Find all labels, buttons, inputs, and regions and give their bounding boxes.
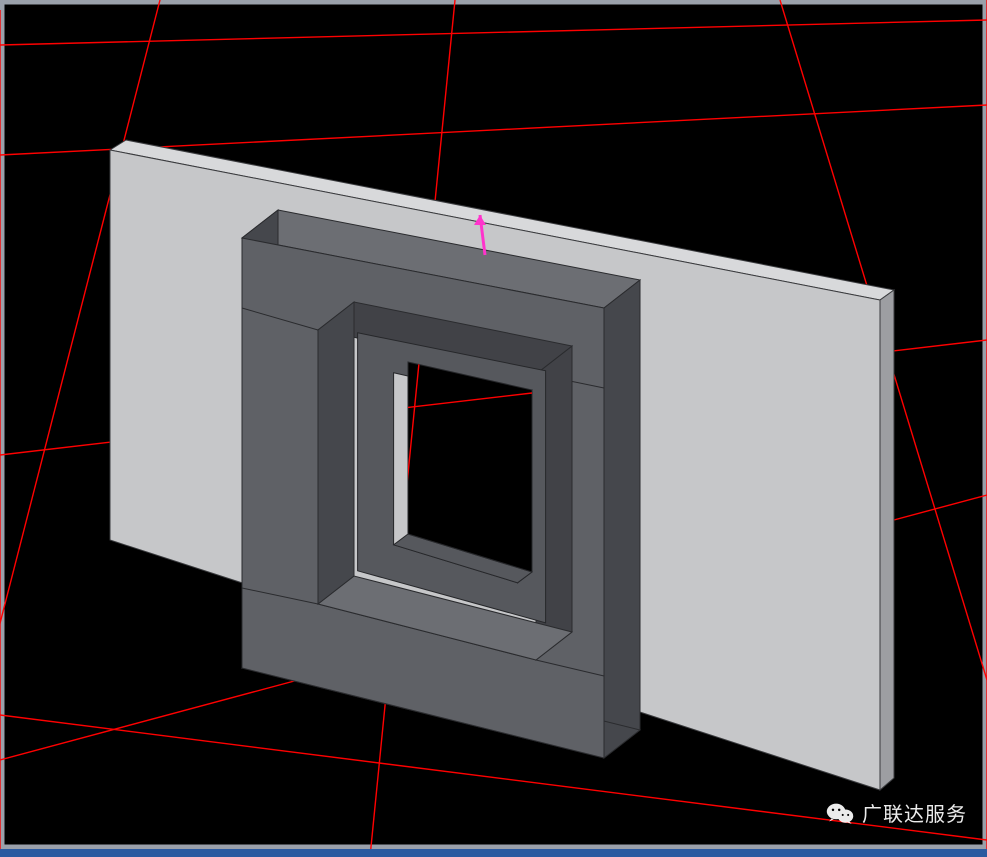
cad-3d-viewport-screenshot: 广联达服务 xyxy=(0,0,987,857)
wall-side-face xyxy=(880,290,894,790)
frame-outer-right xyxy=(604,280,640,758)
frame-inner-reveal-left xyxy=(318,302,354,604)
viewport-svg[interactable] xyxy=(0,0,987,857)
statusbar-strip xyxy=(0,849,987,857)
